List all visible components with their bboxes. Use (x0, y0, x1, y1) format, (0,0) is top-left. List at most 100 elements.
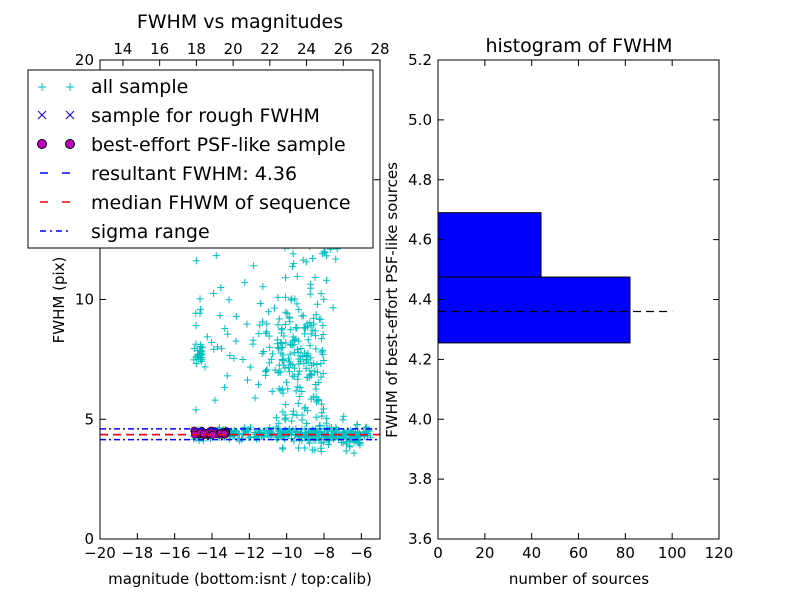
all-sample-point (249, 336, 257, 344)
all-sample-point (350, 449, 358, 457)
all-sample-point (261, 367, 269, 375)
top-x-tick-label: 18 (187, 40, 206, 58)
psf-sample-point (220, 429, 229, 438)
all-sample-point (246, 363, 254, 371)
all-sample-point (266, 343, 274, 351)
all-sample-point (341, 429, 349, 437)
all-sample-point (294, 375, 302, 383)
all-sample-point (290, 260, 298, 268)
x-tick-label: 100 (658, 544, 687, 562)
all-sample-point (208, 338, 216, 346)
all-sample-point (320, 438, 328, 446)
right-plot: 0 20 40 60 80 100 120 3.6 3.8 4.0 4.2 4.4 4.6 4.8 5.0 5… (383, 35, 733, 588)
x-tick-label: 60 (569, 544, 588, 562)
all-sample-point (226, 352, 234, 360)
all-sample-point (301, 444, 309, 452)
all-sample-point (309, 254, 317, 262)
all-sample-point (346, 442, 354, 450)
all-sample-point (281, 293, 289, 301)
all-sample-point (211, 396, 219, 404)
x-tick-label: −16 (159, 544, 191, 562)
all-sample-point (284, 355, 292, 363)
all-sample-point (275, 361, 283, 369)
all-sample-point (269, 350, 277, 358)
left-plot: −20 −18 −16 −14 −12 −10 −8 −6 14 16 18 20 22 24 26 28 0 5… (50, 11, 390, 588)
all-sample-point (303, 419, 311, 427)
all-sample-point (298, 388, 306, 396)
all-sample-point (275, 315, 283, 323)
all-sample-point (288, 341, 296, 349)
all-sample-point (289, 410, 297, 418)
y-tick-label: 4.6 (408, 231, 432, 249)
x-tick-label: −18 (122, 544, 154, 562)
all-sample-point (311, 432, 319, 440)
all-sample-point (282, 414, 290, 422)
left-plot-reference-lines (100, 428, 380, 441)
all-sample-point (318, 400, 326, 408)
all-sample-point (251, 394, 259, 402)
all-sample-point (294, 383, 302, 391)
x-tick-label: 40 (522, 544, 541, 562)
all-sample-point (287, 340, 295, 348)
all-sample-point (259, 283, 267, 291)
all-sample-point (302, 364, 310, 372)
all-sample-point (290, 437, 298, 445)
y-tick-label: 3.6 (408, 530, 432, 548)
all-sample-point (272, 423, 280, 431)
legend-marker-x-icon (37, 110, 75, 120)
all-sample-point (258, 349, 266, 357)
all-sample-point (303, 374, 311, 382)
all-sample-point (311, 327, 319, 335)
all-sample-point (258, 318, 266, 326)
all-sample-point (265, 308, 273, 316)
all-sample-point (311, 446, 319, 454)
y-tick-label: 4.8 (408, 171, 432, 189)
all-sample-point (301, 403, 309, 411)
legend-marker-circle-icon (37, 139, 75, 149)
all-sample-point (290, 407, 298, 415)
legend-entry-resultant-fwhm: resultant FWHM: 4.36 (40, 163, 297, 185)
all-sample-point (213, 343, 221, 351)
all-sample-point (281, 364, 289, 372)
all-sample-point (273, 340, 281, 348)
all-sample-point (310, 320, 318, 328)
all-sample-point (304, 336, 312, 344)
all-sample-point (339, 428, 347, 436)
all-sample-point (295, 367, 303, 375)
top-x-tick-label: 16 (150, 40, 169, 58)
all-sample-point (286, 368, 294, 376)
all-sample-point (278, 356, 286, 364)
all-sample-point (293, 411, 301, 419)
all-sample-point (210, 345, 218, 353)
all-sample-point (284, 363, 292, 371)
all-sample-point (192, 340, 200, 348)
all-sample-point (300, 324, 308, 332)
all-sample-point (274, 293, 282, 301)
all-sample-point (296, 432, 304, 440)
all-sample-point (339, 416, 347, 424)
all-sample-point (196, 305, 204, 313)
all-sample-point (293, 300, 301, 308)
y-tick-label: 4.0 (408, 410, 432, 428)
all-sample-point (296, 392, 304, 400)
all-sample-point (324, 441, 332, 449)
all-sample-point (289, 361, 297, 369)
all-sample-point (307, 370, 315, 378)
all-sample-point (330, 426, 338, 434)
all-sample-point (265, 332, 273, 340)
all-sample-point (288, 417, 296, 425)
all-sample-point (332, 255, 340, 263)
all-sample-point (224, 330, 232, 338)
psf-sample-point (199, 429, 208, 438)
all-sample-point (279, 408, 287, 416)
all-sample-point (282, 401, 290, 409)
y-tick-label: 20 (75, 51, 94, 69)
all-sample-point (295, 337, 303, 345)
all-sample-point (307, 330, 315, 338)
all-sample-point (299, 256, 307, 264)
all-sample-point (317, 360, 325, 368)
left-plot-xlabel: magnitude (bottom:isnt / top:calib) (108, 570, 372, 588)
all-sample-point (342, 447, 350, 455)
all-sample-point (192, 406, 200, 414)
y-tick-label: 5 (84, 410, 94, 428)
